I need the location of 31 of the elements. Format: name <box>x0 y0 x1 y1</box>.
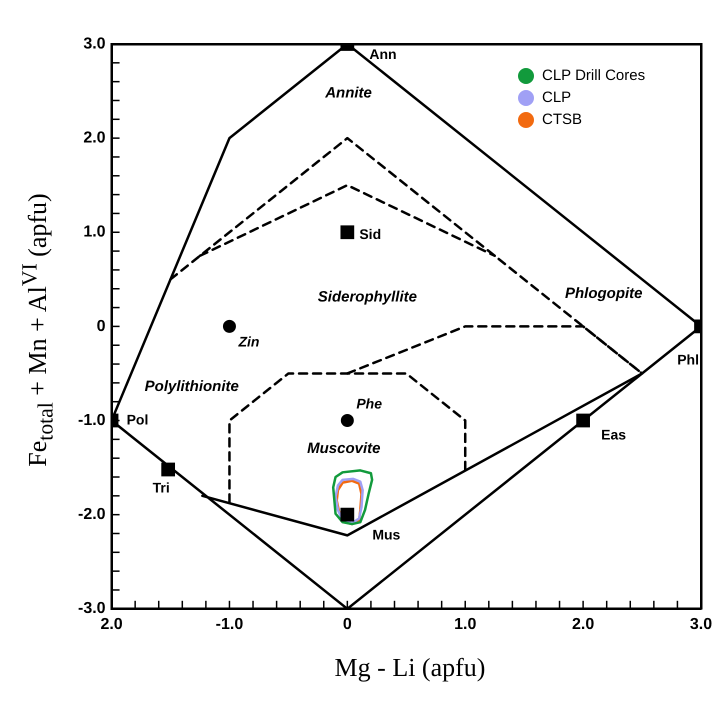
x-tick-label: 2.0 <box>100 616 123 633</box>
annotation: Polylithionite <box>144 378 239 395</box>
y-tick-label: 0 <box>96 318 106 335</box>
legend-label: CLP Drill Cores <box>542 67 646 84</box>
x-tick-label: 2.0 <box>572 616 594 633</box>
annotation: Ann <box>369 46 397 62</box>
y-tick-label: -3.0 <box>78 600 106 618</box>
annotation: Annite <box>324 84 372 102</box>
annotation: Pol <box>126 411 148 428</box>
x-tick-label: -1.0 <box>216 616 244 633</box>
x-axis-title: Mg - Li (apfu) <box>334 653 486 683</box>
x-tick-label: 1.0 <box>454 616 476 633</box>
annotation: Muscovite <box>307 440 380 458</box>
annotation: Phl <box>677 351 699 368</box>
y-tick-label: -1.0 <box>78 412 106 429</box>
annotation: Mus <box>372 526 401 543</box>
x-tick-label: 3.0 <box>690 616 712 633</box>
annotation: Sid <box>359 226 382 242</box>
y-tick-label: 3.0 <box>83 35 106 52</box>
y-tick-label: 2.0 <box>83 130 106 147</box>
annotation: Eas <box>601 426 626 442</box>
annotation: Phe <box>356 395 382 412</box>
annotation: Tri <box>152 479 170 496</box>
legend-label: CTSB <box>542 111 582 128</box>
legend-label: CLP <box>542 89 572 106</box>
x-tick-label: 0 <box>342 616 352 633</box>
y-tick-label: -2.0 <box>78 506 106 524</box>
annotation: Siderophyllite <box>318 288 417 306</box>
annotation: Zin <box>237 333 260 350</box>
annotation: Phlogopite <box>564 284 642 302</box>
y-tick-label: 1.0 <box>83 224 106 241</box>
